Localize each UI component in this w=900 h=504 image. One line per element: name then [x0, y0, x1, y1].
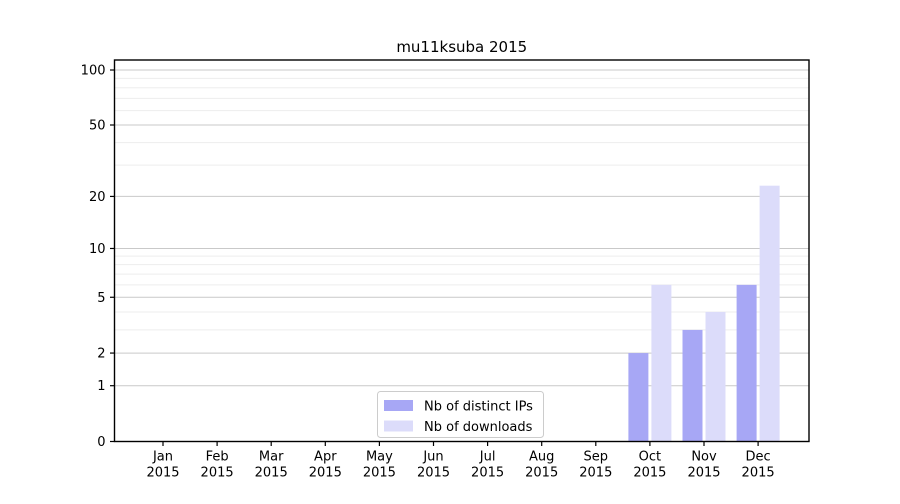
y-tick-label: 100 [81, 64, 106, 79]
y-axis: 0 1 2 5 10 20 50 100 [81, 64, 115, 450]
x-tick-label-month: Feb [206, 450, 229, 465]
major-gridlines [114, 69, 809, 387]
x-tick-label-month: Jul [479, 450, 496, 465]
bar-distinct-ips [682, 329, 703, 442]
y-tick-label: 10 [89, 242, 106, 257]
x-tick-label-year: 2015 [633, 466, 666, 481]
x-tick-label-month: Sep [584, 450, 609, 465]
y-tick-label: 0 [97, 435, 105, 450]
x-tick-label-month: May [366, 450, 393, 465]
x-tick-label-year: 2015 [201, 466, 234, 481]
bar-distinct-ips [628, 353, 649, 442]
legend-swatch-distinct-ips [384, 400, 413, 411]
x-tick-label-month: Jun [422, 450, 443, 465]
legend-box [377, 391, 544, 438]
x-tick-label-year: 2015 [363, 466, 396, 481]
x-tick-label-year: 2015 [146, 466, 179, 481]
bar-downloads [651, 284, 672, 442]
y-tick-label: 1 [97, 379, 105, 394]
x-tick-label-month: Apr [314, 450, 337, 465]
bar-distinct-ips [736, 284, 757, 442]
x-tick-label-year: 2015 [525, 466, 558, 481]
x-tick-label-month: Oct [639, 450, 661, 465]
x-axis: Jan2015Feb2015Mar2015Apr2015May2015Jun20… [146, 441, 775, 481]
bar-downloads [705, 311, 726, 442]
legend-label-downloads: Nb of downloads [424, 420, 533, 435]
bar-downloads [759, 185, 780, 442]
x-tick-label-month: Nov [691, 450, 717, 465]
x-tick-label-month: Mar [259, 450, 284, 465]
y-tick-label: 2 [97, 347, 105, 362]
x-tick-label-month: Dec [746, 450, 771, 465]
x-tick-label-year: 2015 [579, 466, 612, 481]
x-tick-label-year: 2015 [471, 466, 504, 481]
y-tick-label: 5 [97, 291, 105, 306]
y-tick-label: 20 [89, 190, 106, 205]
x-tick-label-year: 2015 [417, 466, 450, 481]
legend-swatch-downloads [384, 420, 413, 432]
legend: Nb of distinct IPs Nb of downloads [377, 391, 544, 438]
x-tick-label-year: 2015 [309, 466, 342, 481]
x-tick-label-month: Aug [529, 450, 554, 465]
plot-border [113, 59, 810, 443]
bars-group [628, 185, 780, 442]
x-tick-label-year: 2015 [255, 466, 288, 481]
minor-gridlines [114, 77, 809, 331]
chart-title: mu11ksuba 2015 [396, 38, 527, 56]
legend-label-distinct-ips: Nb of distinct IPs [424, 400, 533, 415]
x-tick-label-year: 2015 [742, 466, 775, 481]
y-tick-label: 50 [89, 119, 106, 134]
x-tick-label-month: Jan [152, 450, 173, 465]
x-tick-label-year: 2015 [687, 466, 720, 481]
